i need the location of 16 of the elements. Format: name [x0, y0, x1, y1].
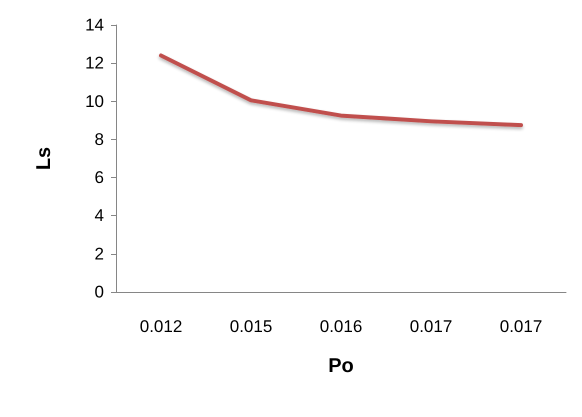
y-tick-label: 0 — [94, 282, 104, 302]
x-tick-label: 0.012 — [140, 317, 182, 336]
x-tick-label: 0.016 — [320, 317, 362, 336]
y-axis-title: Ls — [33, 146, 55, 170]
y-tick-label: 10 — [85, 92, 104, 111]
y-tick-label: 2 — [94, 244, 104, 264]
x-tick-label: 0.017 — [500, 317, 542, 336]
x-tick-label: 0.017 — [410, 317, 452, 336]
y-tick-label: 8 — [94, 130, 104, 149]
x-tick-label: 0.015 — [230, 317, 272, 336]
line-series — [159, 54, 523, 128]
x-axis-title: Po — [328, 355, 354, 377]
y-tick-label: 14 — [85, 16, 104, 34]
y-tick-label: 4 — [94, 206, 104, 226]
y-tick-label: 12 — [85, 54, 104, 73]
y-tick-label: 6 — [94, 168, 104, 188]
